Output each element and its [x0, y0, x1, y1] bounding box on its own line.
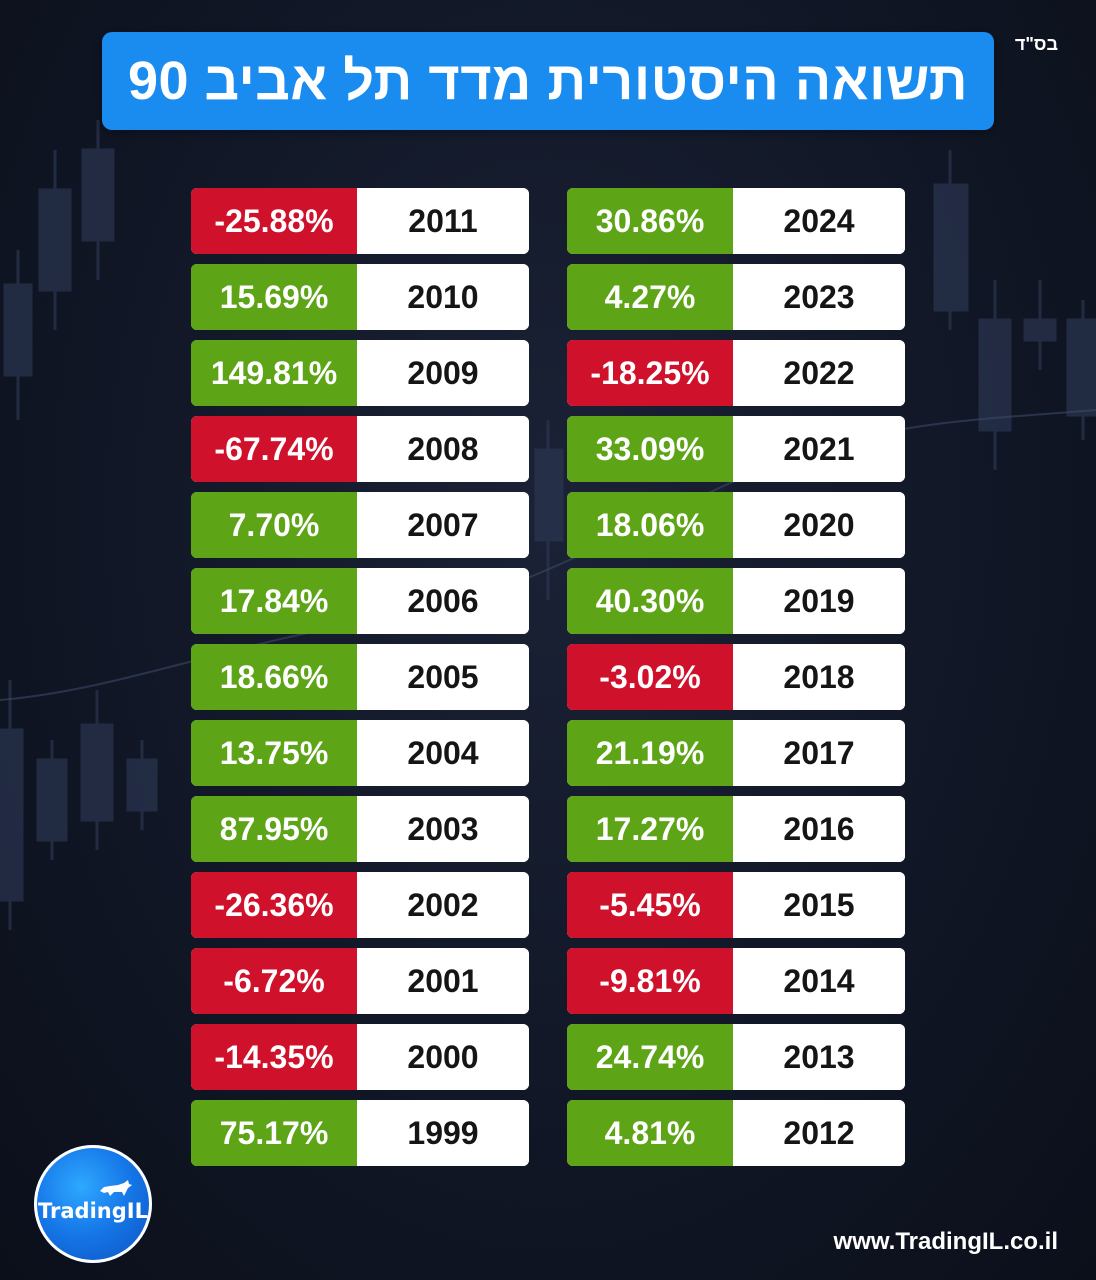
return-row: 149.81% 2009	[191, 340, 529, 406]
return-row: 87.95% 2003	[191, 796, 529, 862]
return-row: -3.02% 2018	[567, 644, 905, 710]
return-value: -18.25%	[567, 340, 733, 406]
year-label: 2018	[733, 644, 905, 710]
return-row: 7.70% 2007	[191, 492, 529, 558]
year-label: 1999	[357, 1100, 529, 1166]
return-row: 4.81% 2012	[567, 1100, 905, 1166]
return-row: 40.30% 2019	[567, 568, 905, 634]
website-url: www.TradingIL.co.il	[833, 1228, 1058, 1255]
year-label: 2021	[733, 416, 905, 482]
return-row: -6.72% 2001	[191, 948, 529, 1014]
return-value: -67.74%	[191, 416, 357, 482]
year-label: 2022	[733, 340, 905, 406]
year-label: 2017	[733, 720, 905, 786]
return-value: -25.88%	[191, 188, 357, 254]
return-row: -67.74% 2008	[191, 416, 529, 482]
corner-blessing-text: בס"ד	[1014, 34, 1058, 54]
return-value: 4.27%	[567, 264, 733, 330]
return-value: 18.06%	[567, 492, 733, 558]
title-banner: תשואה היסטורית מדד תל אביב 90	[102, 32, 994, 130]
bull-icon	[100, 1180, 132, 1196]
return-value: 33.09%	[567, 416, 733, 482]
returns-column-left: -25.88% 2011 15.69% 2010 149.81% 2009 -67.74% 2…	[191, 188, 529, 1176]
return-value: 75.17%	[191, 1100, 357, 1166]
year-label: 2020	[733, 492, 905, 558]
return-value: 149.81%	[191, 340, 357, 406]
return-row: -26.36% 2002	[191, 872, 529, 938]
return-value: -9.81%	[567, 948, 733, 1014]
return-value: 4.81%	[567, 1100, 733, 1166]
return-value: 18.66%	[191, 644, 357, 710]
return-value: -26.36%	[191, 872, 357, 938]
return-row: 24.74% 2013	[567, 1024, 905, 1090]
return-row: 75.17% 1999	[191, 1100, 529, 1166]
year-label: 2002	[357, 872, 529, 938]
return-row: 18.06% 2020	[567, 492, 905, 558]
return-value: 87.95%	[191, 796, 357, 862]
year-label: 2009	[357, 340, 529, 406]
return-row: -14.35% 2000	[191, 1024, 529, 1090]
return-value: 7.70%	[191, 492, 357, 558]
return-value: -6.72%	[191, 948, 357, 1014]
year-label: 2000	[357, 1024, 529, 1090]
year-label: 2013	[733, 1024, 905, 1090]
year-label: 2010	[357, 264, 529, 330]
logo-text: TradingIL	[38, 1199, 148, 1223]
year-label: 2004	[357, 720, 529, 786]
return-row: 4.27% 2023	[567, 264, 905, 330]
year-label: 2006	[357, 568, 529, 634]
year-label: 2014	[733, 948, 905, 1014]
return-value: -5.45%	[567, 872, 733, 938]
return-value: 13.75%	[191, 720, 357, 786]
return-value: 24.74%	[567, 1024, 733, 1090]
return-row: -18.25% 2022	[567, 340, 905, 406]
year-label: 2005	[357, 644, 529, 710]
return-row: -5.45% 2015	[567, 872, 905, 938]
tradingil-logo: TradingIL	[34, 1145, 152, 1263]
return-row: 33.09% 2021	[567, 416, 905, 482]
year-label: 2019	[733, 568, 905, 634]
return-row: 21.19% 2017	[567, 720, 905, 786]
year-label: 2008	[357, 416, 529, 482]
year-label: 2024	[733, 188, 905, 254]
return-value: -3.02%	[567, 644, 733, 710]
return-value: 15.69%	[191, 264, 357, 330]
return-row: -9.81% 2014	[567, 948, 905, 1014]
return-row: 18.66% 2005	[191, 644, 529, 710]
return-value: 21.19%	[567, 720, 733, 786]
year-label: 2015	[733, 872, 905, 938]
year-label: 2023	[733, 264, 905, 330]
year-label: 2011	[357, 188, 529, 254]
return-row: 17.27% 2016	[567, 796, 905, 862]
return-row: 15.69% 2010	[191, 264, 529, 330]
return-row: 30.86% 2024	[567, 188, 905, 254]
return-value: 17.84%	[191, 568, 357, 634]
return-row: 17.84% 2006	[191, 568, 529, 634]
return-row: 13.75% 2004	[191, 720, 529, 786]
page-title: תשואה היסטורית מדד תל אביב 90	[127, 51, 969, 111]
returns-column-right: 30.86% 2024 4.27% 2023 -18.25% 2022 33.09% 2021…	[567, 188, 905, 1176]
year-label: 2016	[733, 796, 905, 862]
year-label: 2003	[357, 796, 529, 862]
year-label: 2001	[357, 948, 529, 1014]
return-row: -25.88% 2011	[191, 188, 529, 254]
return-value: -14.35%	[191, 1024, 357, 1090]
year-label: 2012	[733, 1100, 905, 1166]
return-value: 40.30%	[567, 568, 733, 634]
year-label: 2007	[357, 492, 529, 558]
return-value: 17.27%	[567, 796, 733, 862]
return-value: 30.86%	[567, 188, 733, 254]
